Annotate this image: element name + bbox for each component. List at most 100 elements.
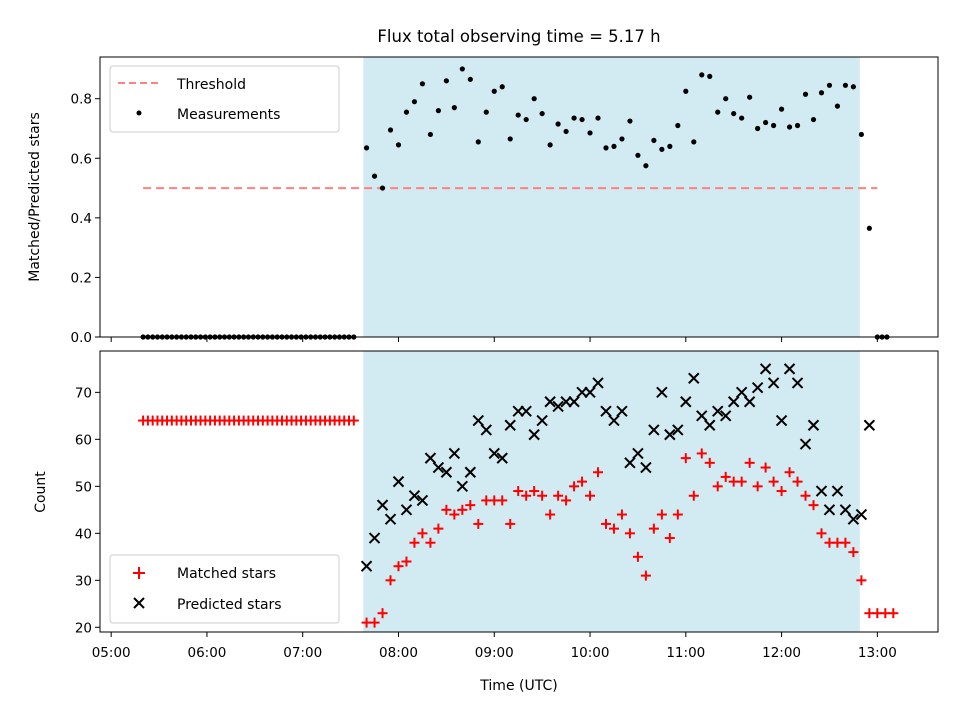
matched-star-point xyxy=(369,617,380,628)
measurement-point xyxy=(683,88,689,94)
predicted-star-point xyxy=(688,372,700,384)
y-tick-label: 20 xyxy=(75,620,92,636)
predicted-stars-legend-label: Predicted stars xyxy=(177,597,282,613)
x-tick-label: 05:00 xyxy=(92,645,131,661)
matched-star-point xyxy=(752,481,763,492)
predicted-star-point xyxy=(608,414,620,427)
matched-star-point xyxy=(425,537,436,548)
x-tick-label: 08:00 xyxy=(379,645,418,661)
matched-star-point xyxy=(840,537,851,548)
measurement-point xyxy=(451,105,457,111)
threshold-legend-label: Threshold xyxy=(176,77,246,93)
matched-star-point xyxy=(529,486,540,497)
matched-star-point xyxy=(600,518,611,529)
matched-star-point xyxy=(585,490,596,501)
top-x-ticks xyxy=(110,337,878,342)
measurement-point xyxy=(531,96,537,102)
measurement-point xyxy=(834,103,841,109)
measurement-point xyxy=(635,152,641,158)
predicted-star-point xyxy=(408,490,421,502)
bottom-legend: Matched stars Predicted stars xyxy=(109,554,340,624)
matched-star-point xyxy=(816,528,827,539)
matched-star-point xyxy=(720,471,731,482)
measurement-point xyxy=(443,78,449,84)
predicted-star-point xyxy=(664,428,676,441)
matched-star-point xyxy=(664,533,675,544)
x-tick-label: 12:00 xyxy=(762,645,801,661)
measurement-point xyxy=(643,163,649,169)
predicted-star-point xyxy=(600,405,612,417)
matched-star-point xyxy=(768,476,779,487)
matched-star-point xyxy=(513,486,524,497)
predicted-star-point xyxy=(504,419,516,431)
matched-stars-series xyxy=(138,415,899,628)
predicted-star-point xyxy=(400,504,413,516)
matched-star-point xyxy=(441,504,452,515)
measurement-point xyxy=(739,115,745,121)
top-axes-frame xyxy=(99,56,939,338)
measurement-point xyxy=(675,122,681,129)
matched-star-point xyxy=(561,495,572,506)
predicted-star-point xyxy=(520,405,532,417)
bottom-panel: 20 30 40 50 60 70 05:00 06:00 07:00 08:00 09:00 10… xyxy=(33,350,939,694)
measurement-point xyxy=(587,130,593,136)
predicted-star-point xyxy=(839,504,852,516)
predicted-star-point xyxy=(472,414,485,427)
matched-star-point xyxy=(545,509,556,520)
matched-star-point xyxy=(856,575,867,586)
measurement-point xyxy=(667,143,673,149)
matched-star-point xyxy=(577,476,588,487)
matched-star-point xyxy=(704,457,715,468)
measurement-point xyxy=(659,146,665,152)
predicted-star-point xyxy=(775,414,788,427)
matched-star-point xyxy=(393,561,404,572)
predicted-star-point xyxy=(424,452,437,464)
measurement-point xyxy=(411,99,418,105)
top-panel: 0.00.20.40.60.8 Matched/Predicted stars … xyxy=(27,56,939,346)
predicted-star-point xyxy=(743,396,756,408)
matched-star-point xyxy=(792,476,803,487)
predicted-star-point xyxy=(807,419,820,431)
matched-star-point xyxy=(776,486,787,497)
x-tick-label: 13:00 xyxy=(858,645,897,661)
measurement-point xyxy=(794,122,801,129)
matched-star-point xyxy=(401,556,412,567)
predicted-star-point xyxy=(855,508,868,521)
matched-star-point xyxy=(656,509,667,520)
matched-star-point xyxy=(433,523,444,534)
predicted-star-point xyxy=(823,504,836,516)
measurement-point xyxy=(627,118,633,124)
predicted-star-point xyxy=(791,377,804,389)
measurements-legend-swatch xyxy=(136,110,142,116)
matched-star-point xyxy=(553,490,564,501)
measurement-point xyxy=(459,66,465,72)
predicted-star-point xyxy=(528,428,540,441)
x-tick-label: 07:00 xyxy=(283,645,322,661)
chart-title: Flux total observing time = 5.17 h xyxy=(377,27,660,46)
matched-star-point xyxy=(760,462,771,473)
measurement-point xyxy=(723,96,729,102)
measurement-point xyxy=(858,131,864,138)
measurement-point xyxy=(842,82,849,88)
matched-star-point xyxy=(409,537,420,548)
measurement-point xyxy=(866,225,872,231)
shaded-region xyxy=(363,57,860,337)
y-tick-label: 0.6 xyxy=(71,151,92,167)
predicted-star-point xyxy=(552,400,564,413)
matched-stars-legend-swatch xyxy=(133,567,145,579)
y-tick-label: 0.4 xyxy=(71,211,92,227)
predicted-star-point xyxy=(456,480,469,493)
matched-star-point xyxy=(888,608,899,619)
predicted-star-point xyxy=(488,447,500,460)
measurement-point xyxy=(603,145,609,151)
measurement-point xyxy=(579,116,585,123)
predicted-stars-legend-swatch xyxy=(133,597,145,609)
measurement-point xyxy=(507,136,513,142)
measurement-point xyxy=(818,90,825,96)
matched-star-point xyxy=(593,467,604,478)
predicted-star-point xyxy=(719,410,732,422)
measurement-point xyxy=(371,173,378,179)
predicted-star-point xyxy=(592,377,604,389)
matched-star-point xyxy=(808,500,819,511)
